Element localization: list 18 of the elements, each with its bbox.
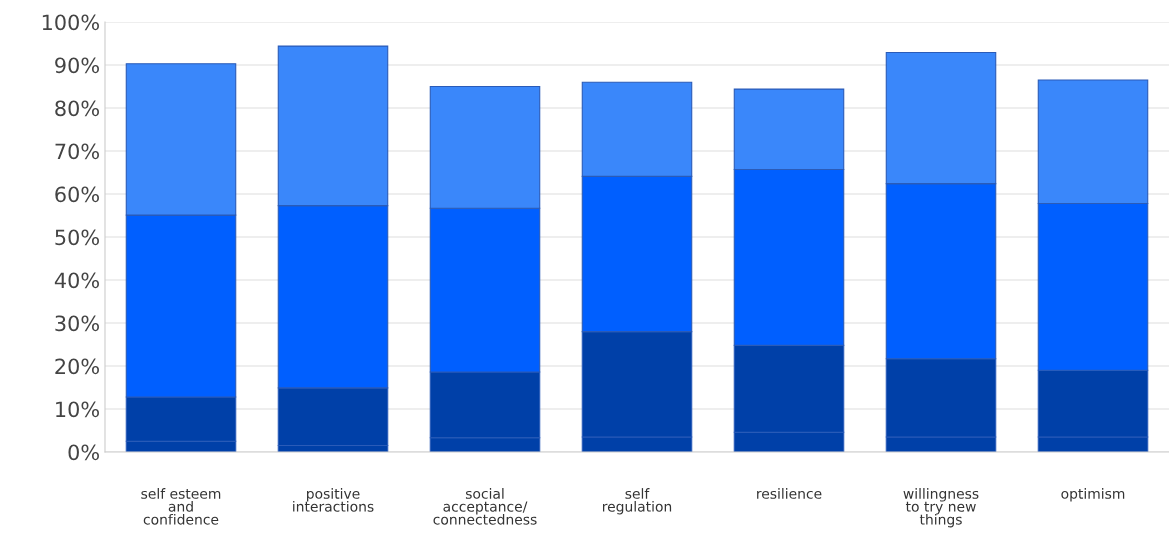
- y-tick-label: 30%: [55, 315, 99, 332]
- y-tick-label: 60%: [55, 186, 99, 203]
- y-tick-label: 90%: [55, 57, 99, 74]
- y-tick-label: 70%: [55, 143, 99, 160]
- x-tick-label: resilience: [757, 488, 822, 499]
- x-tick-label: willingness to try new things: [903, 488, 979, 528]
- y-tick-label: 40%: [54, 272, 99, 289]
- x-tick-label: positive interactions: [293, 488, 374, 512]
- y-tick-label: 50%: [55, 229, 99, 246]
- x-tick-label: self regulation: [602, 488, 672, 515]
- x-tick-label: optimism: [1061, 488, 1125, 502]
- y-tick-label: 0%: [68, 444, 99, 461]
- y-tick-label: 80%: [55, 100, 99, 117]
- x-tick-label: social acceptance/ connectedness: [433, 488, 537, 525]
- y-tick-label: 20%: [55, 358, 99, 375]
- x-tick-label: self esteem and confidence: [141, 488, 221, 525]
- y-tick-label: 10%: [56, 401, 99, 418]
- y-tick-label: 100%: [42, 14, 99, 31]
